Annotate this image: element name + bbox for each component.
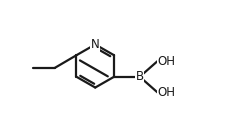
Text: OH: OH: [157, 86, 175, 99]
Text: OH: OH: [157, 55, 175, 68]
Text: B: B: [135, 70, 143, 83]
Text: N: N: [90, 38, 99, 51]
